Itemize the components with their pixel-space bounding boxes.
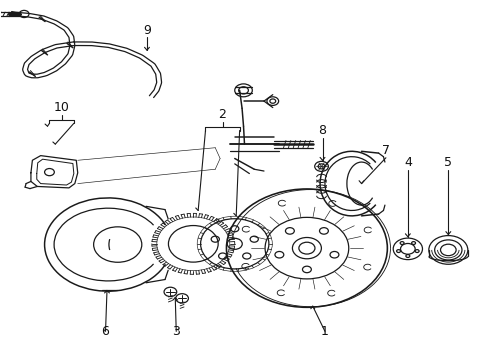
Text: 1: 1 xyxy=(320,325,328,338)
Text: 7: 7 xyxy=(381,144,389,157)
Text: 4: 4 xyxy=(403,156,411,169)
Text: 10: 10 xyxy=(54,101,69,114)
Text: 3: 3 xyxy=(172,325,180,338)
Text: 9: 9 xyxy=(143,23,151,37)
Text: 5: 5 xyxy=(444,156,451,169)
Text: 8: 8 xyxy=(318,124,326,137)
Text: 6: 6 xyxy=(102,325,109,338)
Text: 2: 2 xyxy=(218,108,226,121)
